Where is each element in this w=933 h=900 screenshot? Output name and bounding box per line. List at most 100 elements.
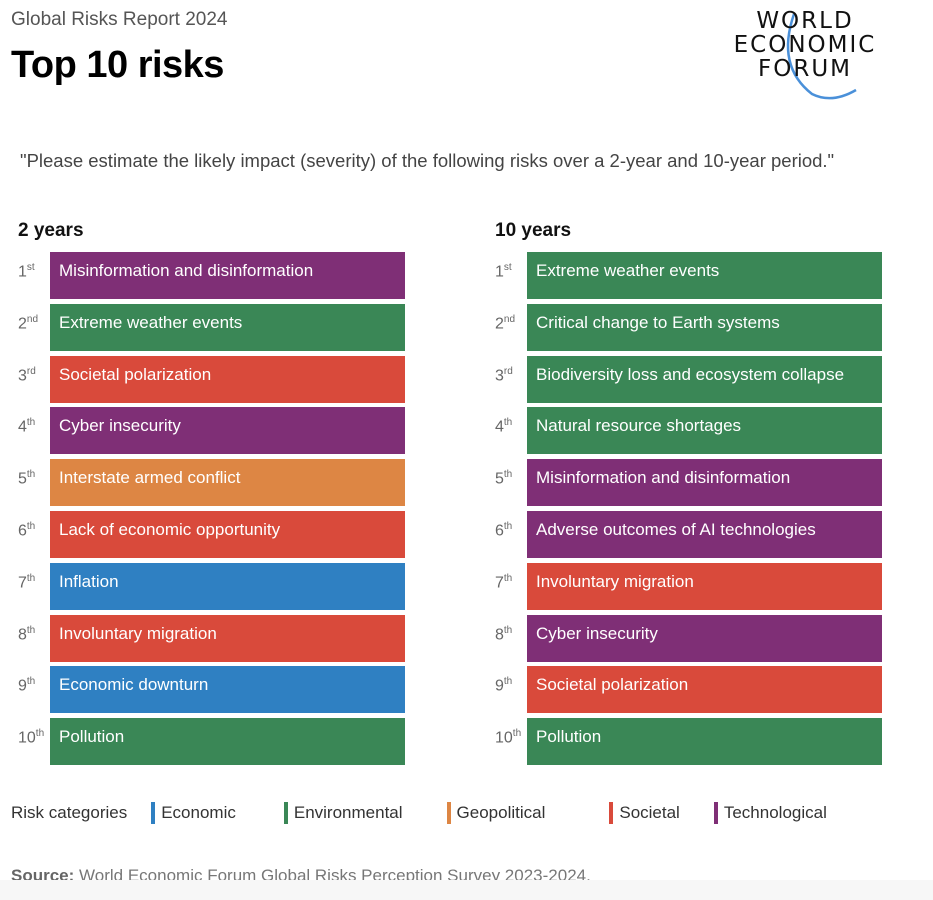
logo-arc-icon (786, 13, 857, 100)
rank-suffix: th (26, 469, 36, 481)
rank-label: 10th (495, 728, 525, 747)
rank-number: 6 (495, 522, 504, 540)
rank-label: 2nd (495, 314, 525, 333)
rank-number: 5 (18, 470, 27, 488)
risk-label: Critical change to Earth systems (536, 312, 780, 332)
risk-row: 7th Inflation (18, 562, 408, 615)
risk-bar: Societal polarization (50, 355, 405, 403)
wef-logo: WORLD ECONOMIC FORUM (720, 6, 890, 106)
risk-label: Pollution (59, 727, 125, 747)
rank-suffix: th (503, 624, 513, 636)
rank-number: 2 (18, 315, 27, 333)
risk-bar: Extreme weather events (50, 303, 405, 351)
rank-number: 9 (495, 677, 504, 695)
rank-label: 5th (18, 469, 48, 488)
risk-bar: Natural resource shortages (527, 407, 882, 455)
rank-number: 4 (495, 418, 504, 436)
risk-label: Societal polarization (59, 364, 212, 384)
legend-item: Technological (713, 802, 827, 824)
risk-row: 10th Pollution (18, 718, 408, 770)
risk-label: Involuntary migration (536, 571, 694, 591)
logo-line: ECONOMIC (733, 32, 877, 58)
risk-bar: Cyber insecurity (527, 614, 882, 662)
risk-row: 6th Lack of economic opportunity (18, 510, 408, 563)
risk-bar: Interstate armed conflict (50, 459, 405, 507)
rank-label: 4th (18, 417, 48, 436)
risk-row: 1st Misinformation and disinformation (18, 252, 408, 304)
rank-number: 9 (18, 677, 27, 695)
rank-label: 7th (495, 573, 525, 592)
rank-label: 9th (18, 676, 48, 695)
rank-label: 3rd (18, 366, 48, 385)
rank-suffix: th (26, 676, 36, 688)
rank-suffix: th (503, 417, 513, 429)
risk-row: 8th Cyber insecurity (495, 614, 885, 667)
risk-row: 4th Cyber insecurity (18, 407, 408, 459)
risk-bar: Lack of economic opportunity (50, 510, 405, 558)
rank-suffix: nd (503, 313, 516, 325)
rank-label: 3rd (495, 366, 525, 385)
legend: Risk categories Economic Environmental Geo… (11, 802, 827, 824)
rank-label: 1st (495, 262, 525, 281)
rank-label: 6th (495, 521, 525, 540)
column-10-years: 10 years 1st Extreme weather events 2nd Crit… (495, 220, 885, 770)
risk-label: Natural resource shortages (536, 416, 742, 436)
legend-title: Risk categories (11, 803, 128, 822)
logo-line: WORLD (756, 8, 854, 34)
rank-label: 7th (18, 573, 48, 592)
legend-item: Geopolitical (446, 802, 545, 824)
risk-bar: Extreme weather events (527, 252, 882, 299)
rank-suffix: th (26, 417, 36, 429)
rank-number: 5 (495, 470, 504, 488)
risk-label: Societal polarization (536, 675, 689, 695)
risk-label: Inflation (59, 571, 119, 591)
footer-band (0, 880, 933, 900)
risk-bar: Pollution (50, 718, 405, 766)
rank-number: 8 (495, 625, 504, 643)
rank-number: 2 (495, 315, 504, 333)
rank-suffix: th (26, 624, 36, 636)
risk-row: 5th Misinformation and disinformation (495, 459, 885, 511)
rank-number: 3 (18, 366, 27, 384)
rank-number: 10 (495, 729, 513, 747)
rank-suffix: th (35, 728, 45, 740)
risk-bar: Cyber insecurity (50, 407, 405, 455)
rank-suffix: th (26, 520, 36, 532)
risk-label: Extreme weather events (59, 312, 243, 332)
risk-row: 9th Economic downturn (18, 666, 408, 718)
risk-label: Pollution (536, 727, 602, 747)
rank-number: 3 (495, 366, 504, 384)
risk-row: 3rd Biodiversity loss and ecosystem colla… (495, 355, 885, 408)
risk-row: 8th Involuntary migration (18, 614, 408, 667)
report-subtitle: Global Risks Report 2024 (11, 9, 228, 30)
page-title: Top 10 risks (11, 44, 224, 86)
legend-item: Economic (151, 802, 236, 824)
risk-label: Cyber insecurity (536, 623, 658, 643)
risk-bar: Pollution (527, 718, 882, 766)
risk-row: 2nd Extreme weather events (18, 303, 408, 356)
legend-label: Environmental (293, 803, 403, 822)
legend-swatch (713, 802, 718, 824)
column-2-years: 2 years 1st Misinformation and disinformat… (18, 220, 408, 770)
rank-label: 10th (18, 728, 48, 747)
risk-label: Lack of economic opportunity (59, 519, 281, 539)
risk-label: Interstate armed conflict (59, 468, 241, 488)
risk-label: Adverse outcomes of AI technologies (536, 519, 816, 539)
rank-suffix: th (512, 728, 522, 740)
rank-suffix: th (503, 676, 513, 688)
risk-label: Misinformation and disinformation (536, 468, 791, 488)
risk-row: 6th Adverse outcomes of AI technologies (495, 510, 885, 563)
logo-line: FORUM (758, 56, 852, 82)
rank-label: 8th (495, 625, 525, 644)
rank-number: 7 (18, 574, 27, 592)
risk-row: 9th Societal polarization (495, 666, 885, 718)
survey-question: "Please estimate the likely impact (seve… (20, 150, 835, 171)
rank-suffix: st (503, 262, 512, 273)
risk-label: Cyber insecurity (59, 416, 181, 436)
risk-bar: Involuntary migration (50, 614, 405, 662)
column-heading: 10 years (495, 220, 572, 241)
risk-row: 3rd Societal polarization (18, 355, 408, 408)
rank-number: 1 (495, 263, 504, 281)
rank-label: 4th (495, 417, 525, 436)
risk-bar: Involuntary migration (527, 562, 882, 610)
